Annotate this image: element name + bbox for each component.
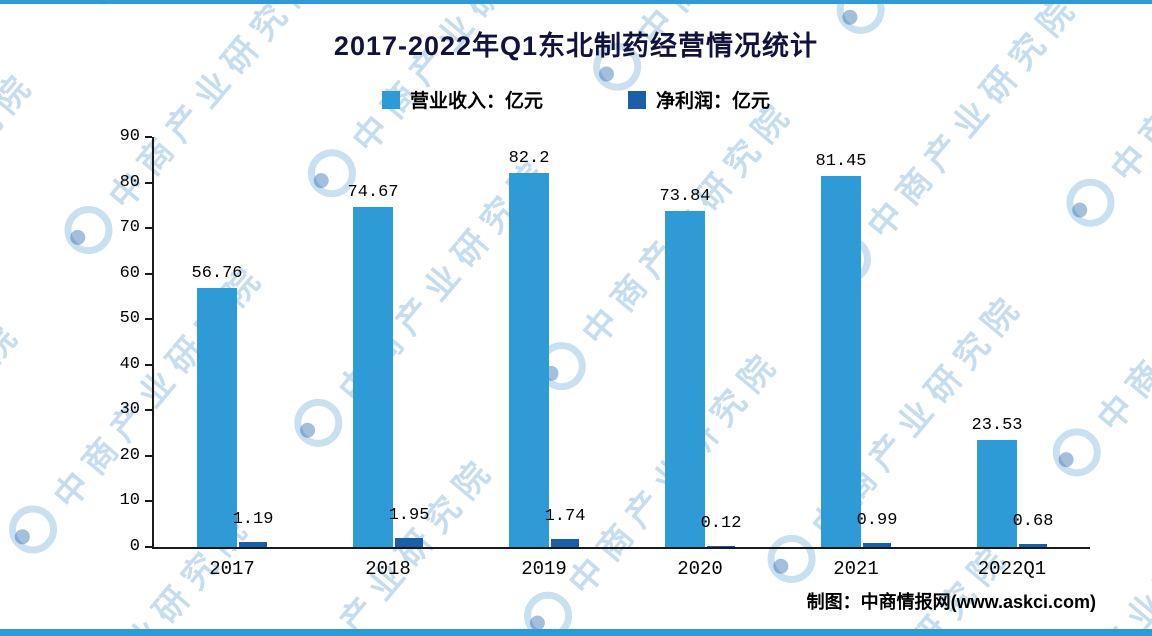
y-axis-tick-label: 0 [129, 537, 140, 556]
y-axis-tick-label: 70 [119, 218, 140, 238]
brand-logo-icon [54, 196, 123, 264]
watermark-item: 中商产业研究院 [752, 535, 1019, 636]
bar-value-label: 74.67 [347, 182, 399, 202]
y-axis-tick-mark [145, 181, 152, 184]
x-axis-category-label: 2018 [365, 558, 411, 580]
bar-profit: 0.68 [1013, 512, 1053, 547]
x-axis-category-label: 2021 [833, 558, 879, 580]
y-axis-tick-mark [145, 227, 152, 230]
x-axis-category-label: 2020 [677, 558, 723, 580]
bar-value-label: 56.76 [191, 264, 243, 284]
y-axis-tick-mark [145, 500, 152, 503]
bar-group: 56.76 1.19 [154, 137, 310, 547]
x-axis-category-label: 2022Q1 [977, 558, 1047, 580]
y-axis-tick-mark [145, 272, 152, 275]
bar-revenue: 74.67 [347, 183, 399, 547]
watermark-text: 中商产业研究院 [792, 535, 1019, 636]
y-axis-tick-label: 60 [119, 263, 140, 283]
bar-group: 73.84 0.12 [622, 137, 778, 547]
brand-logo-icon [514, 581, 582, 636]
chart-title: 2017-2022年Q1东北制药经营情况统计 [333, 31, 819, 61]
bar-group: 82.2 1.74 [466, 137, 622, 547]
bar-revenue: 82.2 [509, 149, 549, 547]
bar-value-label: 1.19 [232, 509, 274, 529]
y-axis-tick-label: 90 [119, 127, 140, 146]
plot-area: 0 10 20 30 40 50 60 70 80 90 56.76 1.19 2017 74.67 1.9… [120, 127, 1090, 580]
watermark-text: 中商产业研究院 [1090, 178, 1152, 439]
watermark-text: 中商产业研究院 [0, 312, 31, 573]
bar-value-label: 0.12 [700, 514, 742, 533]
bar-revenue: 56.76 [191, 264, 243, 547]
bar-group: 23.53 0.68 [934, 137, 1090, 547]
bar-revenue: 23.53 [971, 416, 1023, 547]
bar-value-label: 23.53 [971, 415, 1023, 435]
bar-value-label: 1.95 [388, 506, 430, 526]
bar-profit: 1.74 [545, 507, 585, 547]
legend: 营业收入：亿元 净利润：亿元 [0, 86, 1152, 113]
y-axis-tick-mark [145, 318, 152, 321]
y-axis-tick-label: 30 [119, 400, 140, 420]
watermark-item: 中商产业研究院 [0, 312, 30, 620]
y-axis-tick-mark [145, 409, 152, 412]
bar-profit: 0.99 [857, 511, 897, 547]
legend-item: 净利润：亿元 [628, 86, 770, 113]
legend-swatch-icon [381, 90, 400, 109]
y-axis-tick-label: 20 [119, 445, 140, 465]
y-axis-tick-mark [145, 454, 152, 457]
bar-revenue: 81.45 [815, 152, 867, 547]
source-credit: 制图：中商情报网(www.askci.com) [806, 592, 1096, 612]
bottom-accent-bar [0, 629, 1152, 636]
bar-group: 81.45 0.99 [778, 137, 934, 547]
bar-profit: 1.19 [233, 510, 273, 547]
y-axis-tick-mark [145, 136, 152, 138]
y-axis-tick-label: 10 [119, 491, 140, 511]
y-axis-tick-mark [145, 363, 152, 366]
legend-label: 营业收入：亿元 [409, 91, 543, 112]
bar-value-label: 0.99 [856, 510, 898, 530]
bar-profit: 1.95 [389, 506, 429, 547]
bar-group: 74.67 1.95 [310, 137, 466, 547]
bar-value-label: 73.84 [659, 186, 711, 206]
y-axis-tick-label: 50 [119, 309, 140, 329]
legend-item: 营业收入：亿元 [381, 86, 543, 113]
bar-profit: 0.12 [701, 514, 741, 547]
y-axis-tick-mark [145, 546, 152, 548]
bar-value-label: 0.68 [1012, 511, 1054, 531]
bar-value-label: 81.45 [815, 151, 867, 171]
legend-swatch-icon [628, 90, 646, 109]
legend-label: 净利润：亿元 [656, 91, 771, 112]
brand-logo-icon [0, 495, 67, 564]
x-axis-category-label: 2017 [209, 558, 255, 580]
x-axis-category-label: 2019 [521, 558, 567, 580]
y-axis-tick-label: 80 [119, 172, 140, 192]
bar-value-label: 82.2 [508, 148, 550, 168]
bar-revenue: 73.84 [659, 187, 711, 547]
y-axis-tick-label: 40 [119, 354, 140, 374]
top-accent-bar [0, 0, 1152, 4]
bar-value-label: 1.74 [544, 507, 586, 527]
